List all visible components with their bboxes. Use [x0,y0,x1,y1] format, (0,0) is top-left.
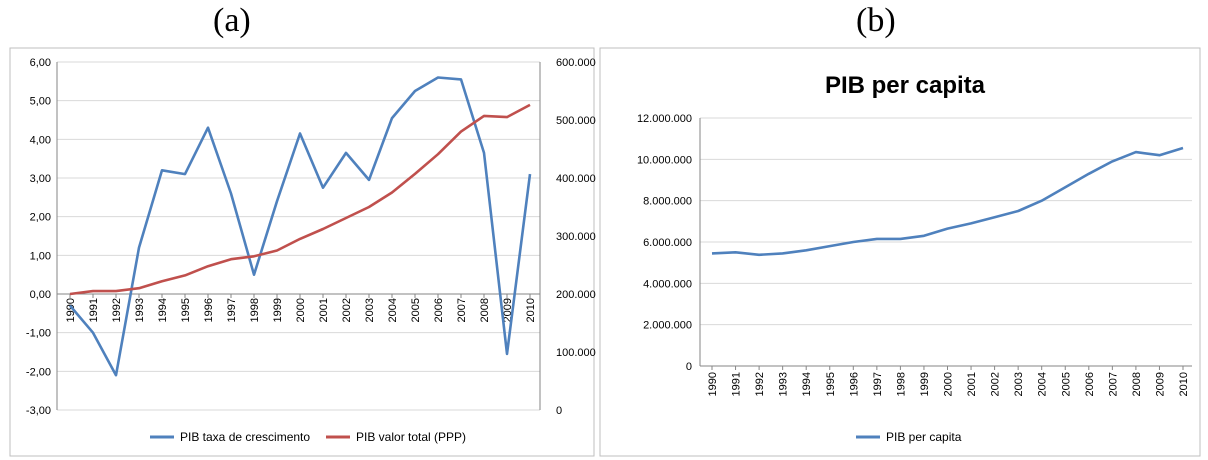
chart-a-right-tick-label: 100.000 [556,347,596,359]
panel-label-b: (b) [856,2,896,39]
chart-a-legend-label: PIB taxa de crescimento [180,430,310,444]
chart-a-legend-label: PIB valor total (PPP) [356,430,466,444]
chart-a-x-tick-label: 2005 [410,298,422,322]
chart-b-x-tick-label: 2004 [1037,372,1049,396]
chart-b-y-tick-label: 10.000.000 [637,154,692,166]
chart-b-x-tick-label: 1994 [801,372,813,396]
chart-a-x-tick-label: 2004 [387,298,399,322]
chart-a-x-tick-label: 1994 [157,298,169,322]
chart-b-legend-label: PIB per capita [886,430,962,444]
chart-b-y-tick-label: 6.000.000 [643,237,692,249]
chart-b-x-tick-label: 1991 [731,372,743,396]
chart-a-left-tick-label: 4,00 [30,134,51,146]
chart-a-left-tick-label: 5,00 [30,96,51,108]
chart-b-x-tick-label: 1993 [778,372,790,396]
chart-a-right-tick-label: 0 [556,405,562,417]
chart-a-series-line-1 [69,76,532,377]
chart-b-y-tick-label: 4.000.000 [643,278,692,290]
chart-a-left-tick-label: 3,00 [30,173,51,185]
chart-b-x-tick-label: 2005 [1060,372,1072,396]
chart-a-left-tick-label: -1,00 [26,328,51,340]
chart-a-x-tick-label: 1995 [180,298,192,322]
chart-b-x-tick-label: 1992 [754,372,766,396]
chart-a-x-tick-label: 2000 [295,298,307,322]
chart-a-left-tick-label: 1,00 [30,250,51,262]
chart-a-x-tick-label: 2006 [433,298,445,322]
chart-a-x-tick-label: 1996 [203,298,215,322]
chart-b-x-tick-label: 2003 [1013,372,1025,396]
chart-a-x-tick-label: 1999 [272,298,284,322]
chart-b-x-tick-label: 1997 [872,372,884,396]
chart-a-series-line-2 [69,103,531,296]
chart-b-y-tick-label: 12.000.000 [637,113,692,125]
panel-label-a: (a) [213,2,251,39]
chart-b-x-tick-label: 1995 [825,372,837,396]
chart-a-x-tick-label: 2008 [479,298,491,322]
chart-a-right-tick-label: 400.000 [556,173,596,185]
chart-b-frame [599,47,1201,457]
chart-a-right-tick-label: 600.000 [556,57,596,69]
chart-b-x-tick-label: 1999 [919,372,931,396]
chart-b-x-tick-label: 1998 [895,372,907,396]
chart-a-x-tick-label: 1992 [111,298,123,322]
chart-a-x-tick-label: 1997 [226,298,238,322]
chart-a-x-tick-label: 2007 [456,298,468,322]
chart-b-x-tick-label: 2009 [1154,372,1166,396]
chart-a-left-tick-label: 0,00 [30,289,51,301]
chart-a-x-tick-label: 1990 [65,298,77,322]
chart-a-x-tick-label: 1993 [134,298,146,322]
chart-b-title: PIB per capita [825,72,986,99]
chart-b-x-tick-label: 2002 [990,372,1002,396]
chart-b-x-tick-label: 2000 [943,372,955,396]
chart-b-x-tick-label: 2010 [1178,372,1190,396]
chart-b-x-tick-label: 2006 [1084,372,1096,396]
chart-a-frame [9,47,595,457]
chart-a-x-tick-label: 2010 [525,298,537,322]
chart-a-x-tick-label: 1991 [88,298,100,322]
chart-b-x-tick-label: 1996 [848,372,860,396]
chart-b-y-tick-label: 0 [686,361,692,373]
chart-b-x-tick-label: 1990 [707,372,719,396]
chart-a-left-tick-label: 6,00 [30,57,51,69]
chart-a-right-tick-label: 300.000 [556,231,596,243]
chart-a-x-tick-label: 2003 [364,298,376,322]
chart-a-left-tick-label: 2,00 [30,212,51,224]
chart-b-x-tick-label: 2008 [1131,372,1143,396]
chart-b-x-tick-label: 2007 [1107,372,1119,396]
chart-a-x-tick-label: 1998 [249,298,261,322]
chart-a-left-tick-label: -2,00 [26,366,51,378]
chart-b-series-line [711,146,1184,257]
chart-a-x-tick-label: 2002 [341,298,353,322]
chart-a-right-tick-label: 500.000 [556,115,596,127]
chart-b-y-tick-label: 8.000.000 [643,196,692,208]
chart-a-right-tick-label: 200.000 [556,289,596,301]
chart-a-left-tick-label: -3,00 [26,405,51,417]
chart-b-y-tick-label: 2.000.000 [643,320,692,332]
chart-a-x-tick-label: 2001 [318,298,330,322]
chart-b-x-tick-label: 2001 [966,372,978,396]
